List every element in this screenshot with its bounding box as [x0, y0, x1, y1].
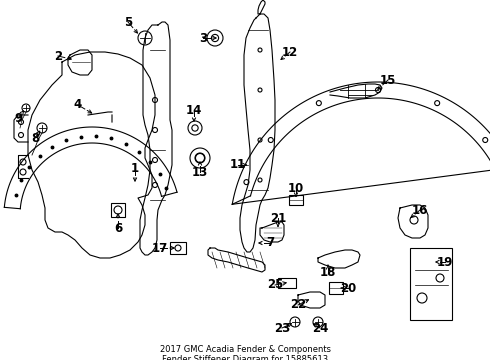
Bar [278, 278, 296, 288]
Text: 7: 7 [266, 237, 274, 249]
Text: 14: 14 [186, 104, 202, 117]
Text: 2: 2 [54, 49, 62, 63]
Bar [289, 195, 303, 205]
Text: 11: 11 [230, 158, 246, 171]
Text: 12: 12 [282, 45, 298, 58]
Text: 15: 15 [380, 73, 396, 86]
Text: 21: 21 [270, 211, 286, 225]
Text: 24: 24 [312, 321, 328, 334]
Text: 6: 6 [114, 221, 122, 234]
Bar [170, 242, 186, 254]
Text: 18: 18 [320, 266, 336, 279]
Bar [410, 248, 452, 320]
Text: 19: 19 [437, 256, 453, 269]
Text: 13: 13 [192, 166, 208, 179]
Text: 3: 3 [199, 31, 207, 45]
Text: 1: 1 [131, 162, 139, 175]
Text: 16: 16 [412, 203, 428, 216]
Text: 22: 22 [290, 298, 306, 311]
Text: 4: 4 [74, 99, 82, 112]
Text: 5: 5 [124, 15, 132, 28]
Text: 9: 9 [14, 112, 22, 125]
Text: 10: 10 [288, 181, 304, 194]
Text: 17: 17 [152, 242, 168, 255]
Text: 8: 8 [31, 131, 39, 144]
Text: 20: 20 [340, 282, 356, 294]
Bar [329, 282, 343, 294]
Bar [111, 203, 125, 217]
Text: 23: 23 [274, 321, 290, 334]
Text: 25: 25 [267, 279, 283, 292]
Text: 2017 GMC Acadia Fender & Components
Fender Stiffener Diagram for 15885613: 2017 GMC Acadia Fender & Components Fend… [160, 345, 330, 360]
